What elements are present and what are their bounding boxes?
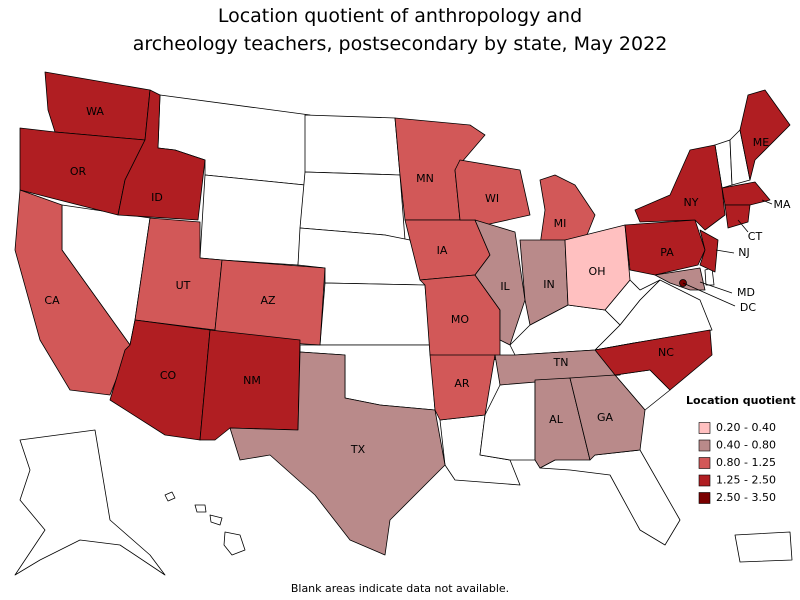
state-label: WI [485,192,499,205]
state-label: MA [773,198,790,211]
state-shape [209,514,223,526]
legend-label: 0.20 - 0.40 [716,421,776,434]
legend-swatch [698,474,711,487]
state-shape [654,267,706,291]
state-shape [699,229,719,273]
leader-line [699,281,733,294]
legend-label: 0.40 - 0.80 [716,439,776,452]
legend-label: 2.50 - 3.50 [716,491,776,504]
state-label: GA [597,411,614,424]
leader-line [761,199,773,205]
state-shape [117,89,206,221]
state-label: NM [243,374,261,387]
state-shape [14,429,166,576]
state-label: MI [554,217,567,230]
state-label: CT [748,230,763,243]
legend-swatch [698,422,711,434]
state-shape [539,174,596,246]
state-label: MO [451,313,469,326]
state-shape [721,181,771,206]
legend-title: Location quotient [686,394,796,407]
map-title-line-2: archeology teachers, postsecondary by st… [133,33,668,55]
state-shape [429,354,496,421]
state-label: NC [658,346,674,359]
state-shape [634,144,726,231]
state-shape [539,449,681,546]
state-label: WA [86,105,104,118]
state-shape [319,282,431,346]
state-shape [734,531,793,563]
state-label: CA [44,294,60,307]
map-title-line-1: Location quotient of anthropology and [218,5,582,27]
state-label: MD [737,286,755,299]
state-label: AZ [260,294,276,307]
state-label: PA [660,246,674,259]
state-shape [594,329,713,391]
state-label: IL [500,280,510,293]
state-label: CO [160,369,177,382]
state-label: ID [151,191,163,204]
state-label: DC [740,301,756,314]
state-shape [564,224,631,311]
state-label: UT [176,279,191,292]
state-shape [194,504,207,513]
legend-label: 1.25 - 2.50 [716,474,776,487]
legend: 0.20 - 0.40 0.40 - 0.80 0.80 - 1.25 1.25 - … [698,421,776,504]
state-label: NY [684,196,699,209]
state-shape [739,89,791,181]
state-label: OR [70,165,87,178]
leader-line [737,219,749,233]
state-shape [474,219,526,346]
state-label: IN [543,278,554,291]
state-shape [229,351,446,556]
legend-swatch [698,439,711,452]
leader-line [715,249,735,254]
state-shape [304,114,401,176]
data-states: WA OR ID CA UT AZ CO NM TX MN IA MO AR WI IL MI IN OH TN AL… [14,71,791,556]
state-shape [724,204,751,229]
state-label: AR [454,377,470,390]
state-shape [14,189,131,396]
state-label: TX [350,443,366,456]
footnote: Blank areas indicate data not available. [291,582,509,595]
state-shape [164,491,176,502]
legend-swatch [698,457,711,469]
state-label: AL [549,413,564,426]
no-data-states [14,94,793,576]
state-label: MN [416,172,434,185]
legend-label: 0.80 - 1.25 [716,456,776,469]
state-shape [223,531,246,556]
leader-line [682,282,736,307]
state-label: OH [589,265,606,278]
state-label: TN [553,356,569,369]
state-label: NJ [738,246,749,259]
legend-swatch [698,492,711,504]
state-label: IA [437,244,448,257]
state-shape [199,174,306,266]
state-shape [519,239,569,326]
state-shape [404,219,491,281]
state-label: ME [753,136,769,149]
